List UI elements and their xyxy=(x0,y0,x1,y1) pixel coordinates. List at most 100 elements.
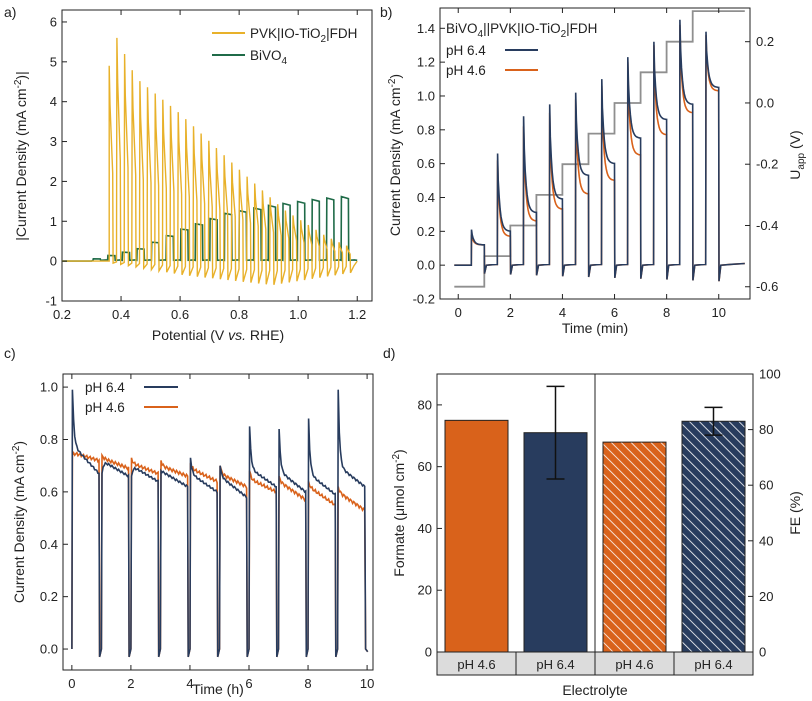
panel-b-ytick-label: 1.4 xyxy=(417,21,435,36)
legend-b-ph46-label: pH 4.6 xyxy=(446,63,486,78)
panel-d-y2-ytick-label: 80 xyxy=(759,422,773,437)
panel-b-xtick-label: 4 xyxy=(559,305,566,320)
panel-d-y2label: FE (%) xyxy=(787,491,803,535)
panel-b-ytick-label: 1.0 xyxy=(417,88,435,103)
panel-d-ytick-label: 40 xyxy=(418,521,432,536)
panel-b-xtick-label: 2 xyxy=(507,305,514,320)
category-label: pH 4.6 xyxy=(615,657,653,672)
panel-b-xtick-label: 10 xyxy=(712,305,726,320)
series-b-ph64 xyxy=(454,19,745,282)
panel-d-y2-ytick-label: 60 xyxy=(759,478,773,493)
panel-b-ytick-label: -0.2 xyxy=(413,292,435,307)
panel-c-xtick-label: 6 xyxy=(245,676,252,691)
series-pvk xyxy=(62,37,358,285)
panel-c-legend: pH 6.4 pH 4.6 xyxy=(85,380,178,415)
panel-d-y2-ytick-label: 40 xyxy=(759,533,773,548)
panel-d: d) 0 20 40 60 80 0 20 40 60 80 100 pH 4.6 pH 6.4 pH … xyxy=(383,345,803,698)
panel-c-xtick-label: 8 xyxy=(304,676,311,691)
panel-b-ylabel: Current Density (mA cm-2) xyxy=(387,74,403,236)
panel-b-ytick-label: 1.2 xyxy=(417,55,435,70)
panel-c-label: c) xyxy=(4,345,16,361)
legend-c-ph46-label: pH 4.6 xyxy=(85,400,125,415)
series-c-ph64 xyxy=(71,389,369,658)
panel-b-xtick-label: 8 xyxy=(663,305,670,320)
series-bivo4 xyxy=(62,195,358,262)
panel-a-xtick-label: 1.0 xyxy=(289,307,307,322)
category-label: pH 6.4 xyxy=(694,657,732,672)
panel-c: c) 0 2 4 6 8 10 0.0 0.2 0.4 0.6 0.8 1.0 pH 6.4 pH 4… xyxy=(4,345,374,697)
panel-c-ytick-label: 0.8 xyxy=(40,432,58,447)
panel-c-ytick-label: 0.2 xyxy=(40,589,58,604)
panel-b-ytick-label: 0.8 xyxy=(417,122,435,137)
legend-bivo4-label: BiVO4 xyxy=(250,48,288,67)
panel-d-y2-ytick-label: 0 xyxy=(759,645,766,660)
panel-d-ytick-label: 60 xyxy=(418,459,432,474)
panel-a-xtick-label: 0.2 xyxy=(53,307,71,322)
panel-a-ytick-label: 2 xyxy=(50,174,57,189)
panel-a-ytick-label: -1 xyxy=(45,294,57,309)
panel-b-xtick-label: 6 xyxy=(611,305,618,320)
panel-d-xlabel: Electrolyte xyxy=(562,682,628,698)
panel-c-ytick-label: 0.6 xyxy=(40,484,58,499)
category-box xyxy=(673,651,754,676)
panel-c-xtick-label: 4 xyxy=(186,676,193,691)
panel-b-y2label: Uapp (V) xyxy=(787,130,807,179)
panel-a-label: a) xyxy=(4,4,16,20)
panel-c-ytick-label: 1.0 xyxy=(40,380,58,395)
panel-b-ytick-label: 0.2 xyxy=(417,224,435,239)
panel-b-xtick-label: 0 xyxy=(455,305,462,320)
panel-d-ylabel: Formate (μmol cm-2) xyxy=(391,449,407,576)
panel-b-y2-ytick-label: -0.4 xyxy=(756,218,778,233)
panel-d-ytick-label: 0 xyxy=(425,645,432,660)
panel-a-ytick-label: 6 xyxy=(50,14,57,29)
panel-d-ytick-label: 20 xyxy=(418,583,432,598)
panel-b-y2-ytick-label: 0.0 xyxy=(756,95,774,110)
panel-a-xtick-label: 0.6 xyxy=(171,307,189,322)
panel-a-xtick-label: 0.4 xyxy=(112,307,130,322)
legend-pvk-label: PVK|IO-TiO2|FDH xyxy=(250,26,357,45)
panel-b-frame xyxy=(439,7,751,300)
panel-d-ytick-label: 80 xyxy=(418,397,432,412)
panel-d-label: d) xyxy=(383,345,395,361)
panel-a-legend: PVK|IO-TiO2|FDH BiVO4 xyxy=(212,26,357,67)
panel-b-y2-ytick-label: 0.2 xyxy=(756,34,774,49)
panel-c-xtick-label: 2 xyxy=(127,676,134,691)
panel-a-ytick-label: 5 xyxy=(50,54,57,69)
panel-a-xtick-label: 1.2 xyxy=(348,307,366,322)
bar-fe-ph64 xyxy=(681,420,746,653)
panel-c-ylabel: Current Density (mA cm-2) xyxy=(11,441,27,603)
panel-a-xtick-label: 0.8 xyxy=(230,307,248,322)
panel-d-y2-ytick-label: 20 xyxy=(759,589,773,604)
panel-c-xtick-label: 10 xyxy=(360,676,374,691)
bar-formate-ph46 xyxy=(444,419,509,653)
category-label: pH 4.6 xyxy=(457,657,495,672)
panel-b-legend: pH 6.4 pH 4.6 xyxy=(446,43,538,78)
panel-b-label: b) xyxy=(380,4,392,20)
panel-b-y2-ytick-label: -0.2 xyxy=(756,157,778,172)
category-label: pH 6.4 xyxy=(536,657,574,672)
panel-a: a) 0.2 0.4 0.6 0.8 1.0 1.2 -1 0 1 2 3 4 5 6 Potential… xyxy=(4,4,373,343)
legend-b-ph64-label: pH 6.4 xyxy=(446,43,486,58)
panel-a-ytick-label: 0 xyxy=(50,254,57,269)
panel-b-ytick-label: 0.6 xyxy=(417,156,435,171)
panel-d-y2-ytick-label: 100 xyxy=(759,367,781,382)
panel-b: b) 0 2 4 6 8 10 -0.2 0.0 0.2 0.4 0.6 0.8 1.0 1.2 1.4 -0… xyxy=(380,4,807,336)
panel-b-ytick-label: 0.4 xyxy=(417,190,435,205)
panel-b-ytick-label: 0.0 xyxy=(417,258,435,273)
panel-a-xlabel: Potential (V vs. RHE) xyxy=(152,327,284,343)
panel-a-ytick-label: 4 xyxy=(50,94,57,109)
panel-a-ytick-label: 3 xyxy=(50,134,57,149)
panel-b-xlabel: Time (min) xyxy=(562,320,628,336)
legend-c-ph64-label: pH 6.4 xyxy=(85,380,125,395)
bar-fe-ph46 xyxy=(602,441,667,653)
panel-a-frame xyxy=(61,9,373,302)
panel-b-y2-ytick-label: -0.6 xyxy=(756,279,778,294)
panel-c-ytick-label: 0.4 xyxy=(40,537,58,552)
panel-a-ytick-label: 1 xyxy=(50,214,57,229)
panel-c-frame xyxy=(62,373,374,671)
panel-c-xtick-label: 0 xyxy=(68,676,75,691)
panel-c-ytick-label: 0.0 xyxy=(40,642,58,657)
panel-a-ylabel: |Current Density (mA cm-2)| xyxy=(13,71,29,240)
panel-c-xlabel: Time (h) xyxy=(192,681,244,697)
